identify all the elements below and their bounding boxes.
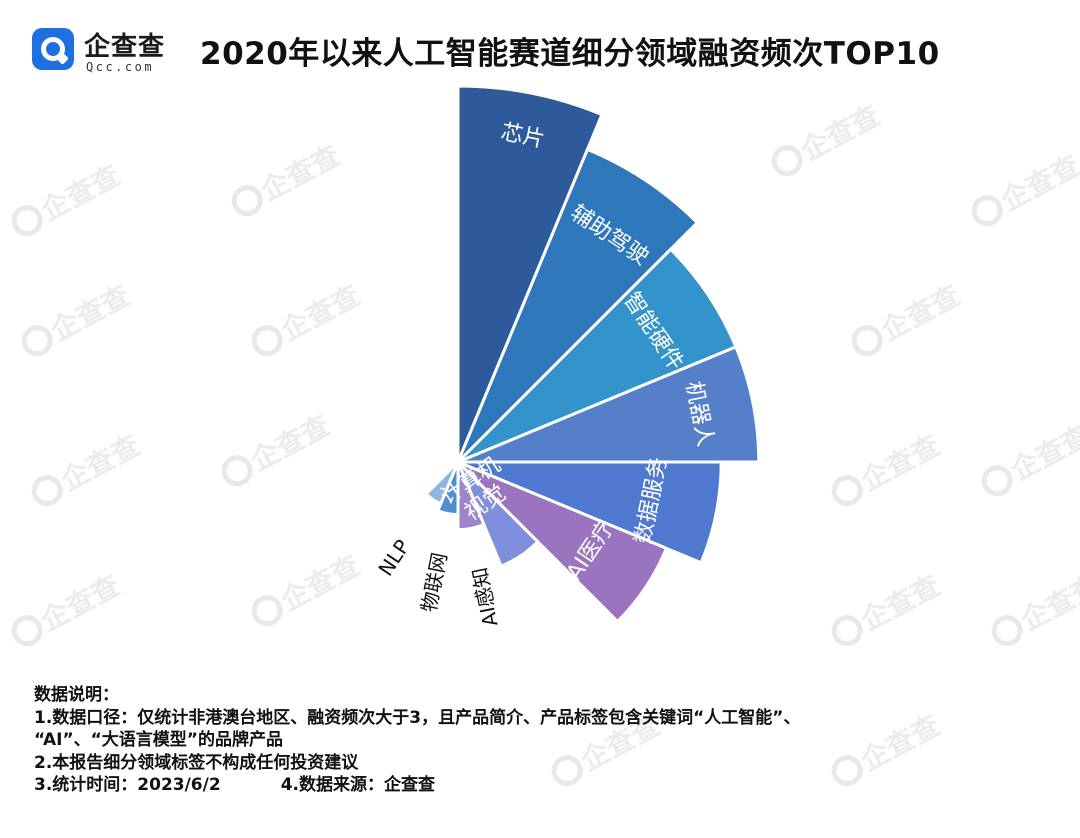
watermark: 企查查 xyxy=(31,429,146,507)
watermark: 企查查 xyxy=(231,139,346,217)
notes-line-1b: “AI”、“大语言模型”的品牌产品 xyxy=(34,730,283,750)
rose-sector xyxy=(456,247,738,464)
notes-line-4: 4.数据来源：企查查 xyxy=(280,775,435,795)
rose-sector xyxy=(423,460,460,506)
logo-name: 企查查 xyxy=(84,32,166,62)
watermark: 企查查 xyxy=(221,409,336,487)
rose-sector xyxy=(456,84,604,463)
svg-text:企查查: 企查查 xyxy=(1016,569,1080,638)
rose-sector xyxy=(456,460,540,569)
svg-text:企查查: 企查查 xyxy=(276,279,366,348)
svg-text:企查查: 企查查 xyxy=(256,139,346,208)
sector-label: AI感知 xyxy=(467,565,502,628)
notes-line-2: 2.本报告细分领域标签不构成任何投资建议 xyxy=(34,752,359,773)
watermark: 企查查 xyxy=(991,569,1080,647)
watermark: 企查查 xyxy=(981,419,1080,497)
watermark: 企查查 xyxy=(831,429,946,507)
rose-sector xyxy=(456,460,669,624)
watermark: 企查查 xyxy=(21,279,136,357)
svg-text:企查查: 企查查 xyxy=(996,149,1080,218)
svg-text:企查查: 企查查 xyxy=(876,279,966,348)
watermark: 企查查 xyxy=(11,159,126,237)
watermark: 企查查 xyxy=(11,569,126,647)
watermark: 企查查 xyxy=(771,99,886,177)
svg-text:企查查: 企查查 xyxy=(36,569,126,638)
rose-sector xyxy=(456,461,486,532)
svg-text:企查查: 企查查 xyxy=(276,549,366,618)
watermark: 企查查 xyxy=(831,569,946,647)
rose-sector xyxy=(457,460,723,565)
svg-text:企查查: 企查查 xyxy=(856,429,946,498)
svg-text:企查查: 企查查 xyxy=(46,279,136,348)
magnifier-icon xyxy=(32,28,74,70)
notes-line-3-4: 3.统计时间：2023/6/2 4.数据来源：企查查 xyxy=(34,774,1054,797)
chart-sectors xyxy=(423,84,761,624)
rose-sector xyxy=(456,147,700,464)
svg-text:企查查: 企查查 xyxy=(856,569,946,638)
svg-text:企查查: 企查查 xyxy=(36,159,126,228)
watermark: 企查查 xyxy=(851,279,966,357)
data-notes: 数据说明： 1.数据口径：仅统计非港澳台地区、融资频次大于3，且产品简介、产品标… xyxy=(34,684,1054,797)
qcc-logo: 企查查 Qcc.com xyxy=(32,24,192,80)
watermark: 企查查 xyxy=(251,279,366,357)
sector-label: NLP xyxy=(373,535,414,580)
notes-heading: 数据说明： xyxy=(34,685,119,705)
notes-line-3: 3.统计时间：2023/6/2 xyxy=(34,775,221,795)
watermark: 企查查 xyxy=(971,149,1080,227)
svg-text:企查查: 企查查 xyxy=(246,409,336,478)
sector-label: 物联网 xyxy=(417,551,452,615)
watermark: 企查查 xyxy=(251,549,366,627)
notes-line-1a: 1.数据口径：仅统计非港澳台地区、融资频次大于3，且产品简介、产品标签包含关键词… xyxy=(34,707,801,728)
page-title: 2020年以来人工智能赛道细分领域融资频次TOP10 xyxy=(200,36,940,72)
svg-text:企查查: 企查查 xyxy=(56,429,146,498)
header: 企查查 Qcc.com 2020年以来人工智能赛道细分领域融资频次TOP10 xyxy=(30,18,1060,84)
svg-text:企查查: 企查查 xyxy=(796,99,886,168)
logo-domain: Qcc.com xyxy=(86,60,155,74)
svg-text:企查查: 企查查 xyxy=(1006,419,1080,488)
rose-sector xyxy=(457,344,761,464)
